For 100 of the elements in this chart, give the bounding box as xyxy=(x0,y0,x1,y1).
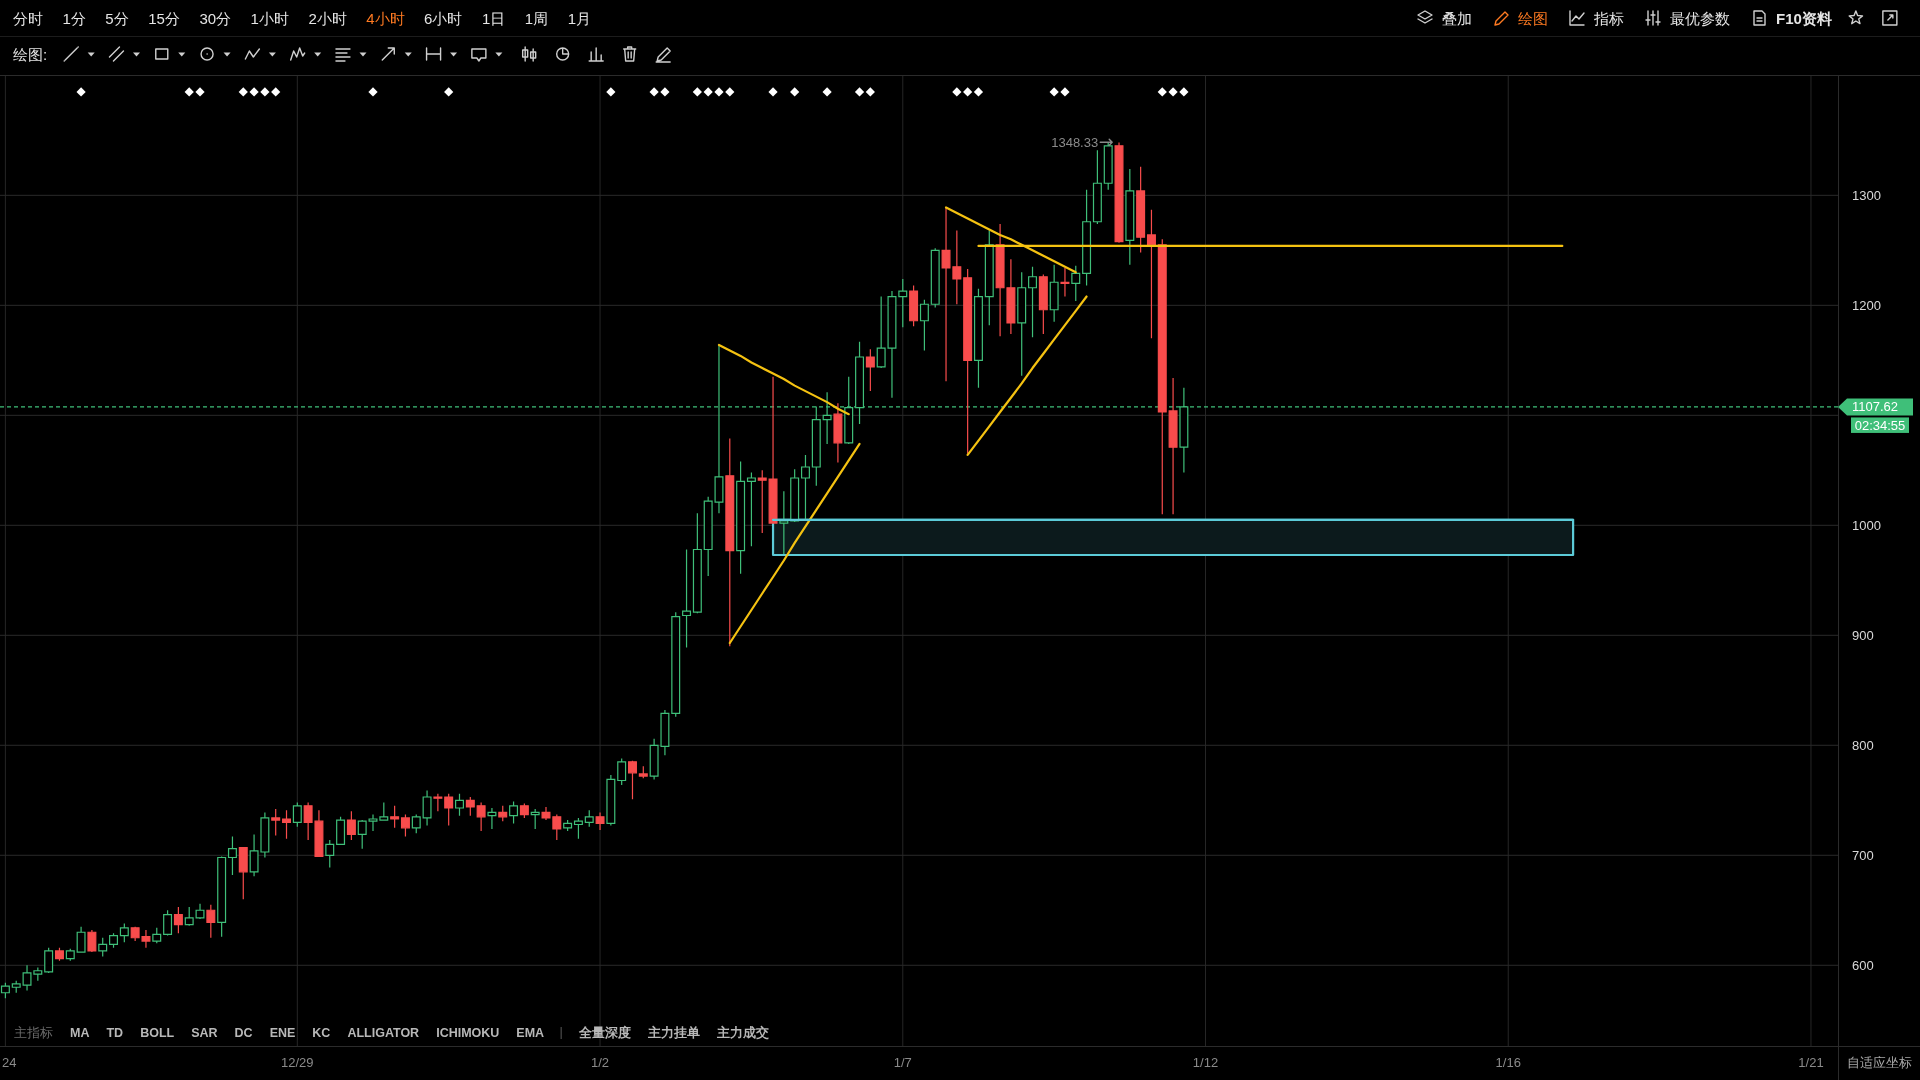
candlestick xyxy=(498,805,508,822)
candlestick xyxy=(422,789,432,827)
annotation: ALLIGATOR xyxy=(347,1026,420,1040)
candlestick xyxy=(909,284,919,327)
candlestick xyxy=(573,817,583,840)
candlestick xyxy=(1017,271,1027,377)
candlestick xyxy=(617,757,627,786)
candlestick xyxy=(487,807,497,830)
text: 1周 xyxy=(524,9,549,27)
candlestick xyxy=(65,948,75,962)
text: 自适应坐标 xyxy=(1846,1054,1912,1070)
candlestick xyxy=(973,288,983,389)
candlestick xyxy=(390,805,400,829)
annotation: 1348.33 xyxy=(1051,134,1099,150)
candlestick xyxy=(217,855,227,938)
x-tick-label: 12/29 xyxy=(281,1054,314,1070)
annotation: 主力成交 xyxy=(716,1025,770,1040)
candlestick xyxy=(433,793,443,812)
candlestick xyxy=(790,468,800,523)
annotation: SAR xyxy=(191,1026,218,1040)
candlestick xyxy=(984,229,994,326)
candlestick xyxy=(563,819,573,832)
text: 02:34:55 xyxy=(1854,417,1906,433)
candlestick xyxy=(0,982,10,999)
candlestick xyxy=(1114,141,1124,244)
text: 1月 xyxy=(567,9,591,27)
candlestick xyxy=(963,268,973,455)
candlestick xyxy=(736,460,746,575)
candlestick xyxy=(671,611,681,718)
text: 2小时 xyxy=(308,9,347,27)
candlestick xyxy=(1038,273,1048,335)
text: 最优参数 xyxy=(1670,9,1730,27)
candlestick xyxy=(282,809,291,840)
annotation: KC xyxy=(312,1026,331,1040)
text: F10资料 xyxy=(1776,9,1832,27)
candlestick xyxy=(865,348,875,392)
candlestick xyxy=(1136,166,1146,254)
candlestick xyxy=(682,548,692,648)
candlestick xyxy=(584,809,594,828)
x-tick-label: 1/21 xyxy=(1798,1054,1824,1070)
x-tick-label: 1/2 xyxy=(591,1054,610,1070)
candlestick xyxy=(206,904,216,939)
candlestick xyxy=(44,947,54,974)
candlestick xyxy=(1071,265,1081,302)
candlestick xyxy=(530,808,540,830)
candlestick xyxy=(292,801,302,828)
x-tick-label: 1/7 xyxy=(893,1054,912,1070)
text: 1日 xyxy=(481,9,506,27)
y-tick-label: 1300 xyxy=(1852,187,1881,203)
candlestick xyxy=(833,402,843,464)
x-tick-label: 1/16 xyxy=(1495,1054,1521,1070)
candlestick xyxy=(509,800,519,824)
candlestick xyxy=(465,796,475,817)
candlestick xyxy=(455,793,464,817)
candlestick xyxy=(1028,266,1038,338)
candlestick xyxy=(336,816,346,845)
candlestick xyxy=(1082,189,1092,287)
text: 1分 xyxy=(62,9,86,27)
text: 绘图 xyxy=(1518,9,1548,27)
candlestick xyxy=(400,813,410,838)
line-series xyxy=(717,343,850,416)
ref-line-label: 1107.62 xyxy=(1852,399,1899,415)
candlestick xyxy=(173,906,183,934)
text: 30分 xyxy=(199,9,232,27)
candlestick xyxy=(779,490,789,555)
annotation: BOLL xyxy=(140,1026,175,1040)
annotation: 主指标 xyxy=(14,1025,53,1040)
candlestick xyxy=(725,437,735,647)
candlestick xyxy=(227,835,237,876)
y-tick-label: 1200 xyxy=(1852,297,1881,313)
candlestick xyxy=(628,760,637,800)
candlestick xyxy=(746,471,756,547)
candlestick xyxy=(1157,238,1167,515)
candlestick xyxy=(930,247,940,309)
text: 指标 xyxy=(1593,9,1624,27)
x-tick-label: 1/12 xyxy=(1192,1054,1219,1070)
annotation: MA xyxy=(70,1026,90,1040)
candlestick xyxy=(163,909,173,937)
candlestick xyxy=(119,922,129,943)
candlestick xyxy=(692,512,702,614)
text: 1小时 xyxy=(250,9,289,27)
y-tick-label: 1000 xyxy=(1852,517,1881,533)
y-tick-label: 900 xyxy=(1852,627,1874,643)
text: 4小时 xyxy=(366,9,405,27)
candlestick xyxy=(109,932,119,949)
text: 绘图: xyxy=(13,45,48,63)
candlestick xyxy=(238,846,248,900)
y-tick-label: 700 xyxy=(1852,847,1874,863)
candlestick xyxy=(476,801,486,832)
candlestick xyxy=(325,839,335,868)
annotation: 全量深度 xyxy=(578,1025,632,1040)
candlestick xyxy=(519,802,529,819)
candlestick xyxy=(1060,267,1070,298)
text: 叠加 xyxy=(1442,9,1472,27)
y-tick-label: 800 xyxy=(1852,737,1874,753)
candlestick xyxy=(444,793,454,827)
annotation: DC xyxy=(234,1026,253,1040)
candlestick xyxy=(638,765,648,779)
candlestick xyxy=(1049,264,1059,323)
line-series xyxy=(728,442,861,645)
